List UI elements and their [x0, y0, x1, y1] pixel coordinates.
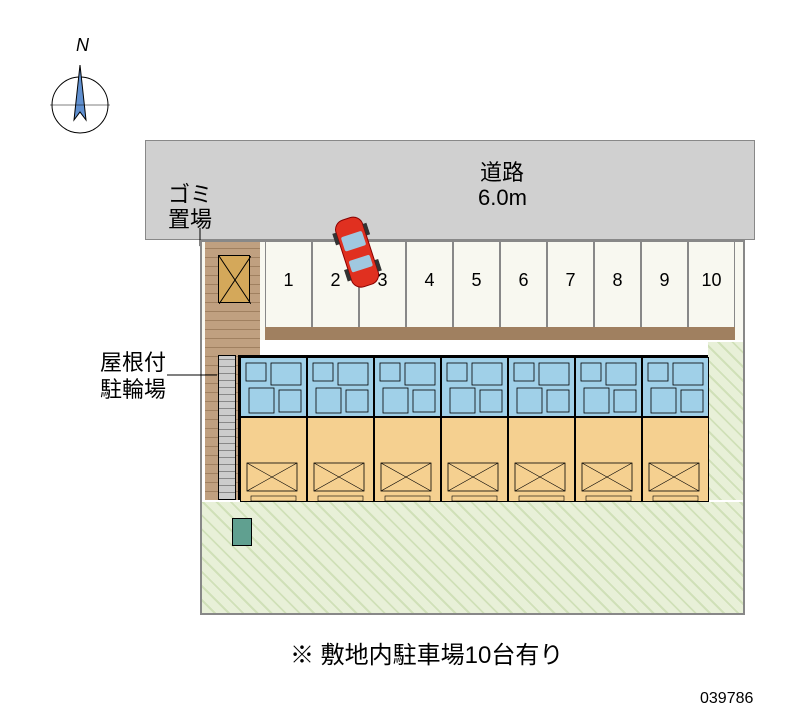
- road-label-1: 道路: [480, 155, 524, 187]
- unit-top-6: [575, 357, 642, 417]
- stairs: [218, 355, 236, 500]
- garbage-box: [218, 255, 250, 303]
- parking-slot-6: 6: [500, 242, 547, 327]
- unit-bottom-3: [374, 417, 441, 502]
- unit-top-1: [240, 357, 307, 417]
- parking-strip: [265, 327, 735, 340]
- parking-slot-4: 4: [406, 242, 453, 327]
- compass-label: N: [76, 35, 89, 56]
- garden-bottom: [202, 502, 743, 613]
- unit-bottom-5: [508, 417, 575, 502]
- unit-bottom-4: [441, 417, 508, 502]
- bike-parking-leader-line: [167, 370, 217, 380]
- compass-icon: [50, 50, 110, 145]
- site-plan: N 道路 6.0m ゴミ 置場 12345678910 屋根付 駐輪場: [0, 0, 800, 727]
- road: [145, 140, 755, 240]
- building: [238, 355, 708, 500]
- parking-slot-1: 1: [265, 242, 312, 327]
- road-label-2: 6.0m: [478, 185, 527, 211]
- unit-top-5: [508, 357, 575, 417]
- garden-right: [708, 342, 743, 500]
- unit-top-2: [307, 357, 374, 417]
- unit-top-4: [441, 357, 508, 417]
- unit-bottom-2: [307, 417, 374, 502]
- parking-row: 12345678910: [265, 242, 740, 327]
- parking-slot-5: 5: [453, 242, 500, 327]
- entrance-marker: [232, 518, 252, 546]
- parking-slot-10: 10: [688, 242, 735, 327]
- parking-slot-8: 8: [594, 242, 641, 327]
- unit-bottom-6: [575, 417, 642, 502]
- bike-parking-label-2: 駐輪場: [100, 372, 166, 404]
- parking-note: ※ 敷地内駐車場10台有り: [290, 635, 563, 670]
- unit-top-7: [642, 357, 709, 417]
- plan-id: 039786: [700, 690, 753, 708]
- unit-bottom-1: [240, 417, 307, 502]
- unit-bottom-7: [642, 417, 709, 502]
- unit-top-3: [374, 357, 441, 417]
- parking-slot-9: 9: [641, 242, 688, 327]
- parking-slot-7: 7: [547, 242, 594, 327]
